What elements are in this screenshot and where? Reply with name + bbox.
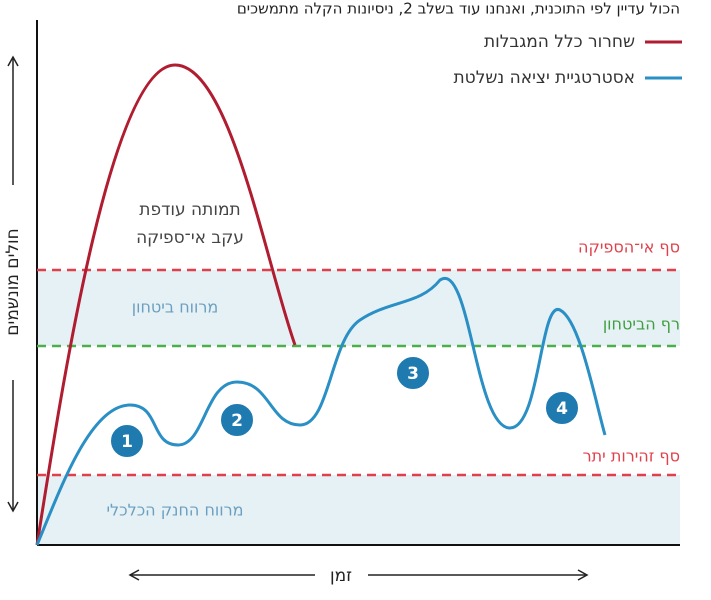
region-label: מרווח החנק הכלכלי: [106, 501, 243, 520]
marker-label: 4: [556, 399, 568, 419]
marker: 2: [219, 402, 255, 438]
marker-label: 1: [121, 432, 133, 452]
marker: 4: [544, 390, 580, 426]
y-arrows: [7, 55, 19, 513]
y-axis-label: חולים מונשמים: [3, 228, 23, 336]
region-label: מרווח ביטחון: [132, 298, 219, 317]
legend-label: אסטרטגיית יציאה נשלטת: [454, 68, 636, 88]
annotation-line: תמותה עודפת: [139, 200, 240, 220]
threshold-label: רף הביטחון: [603, 315, 680, 334]
annotation-line: עקב אי־ספיקה: [136, 228, 244, 248]
marker-label: 3: [407, 364, 419, 384]
marker-label: 2: [231, 411, 243, 431]
economic-band: [37, 475, 680, 545]
header-title: הכול עדיין לפי התוכנית, ואנחנו עוד בשלב …: [237, 0, 680, 18]
x-arrows: [128, 569, 589, 581]
controlled-curve: [35, 276, 607, 546]
x-axis-label: זמן: [330, 566, 352, 586]
marker: 1: [109, 423, 145, 459]
safety-band: [37, 270, 680, 346]
threshold-label: סף אי־הספיקה: [578, 238, 680, 257]
legend-label: שחרור כלל המגבלות: [484, 32, 635, 52]
unrestricted-curve: [35, 63, 297, 546]
threshold-label: סף זהירות יתר: [583, 447, 680, 466]
marker: 3: [395, 355, 431, 391]
